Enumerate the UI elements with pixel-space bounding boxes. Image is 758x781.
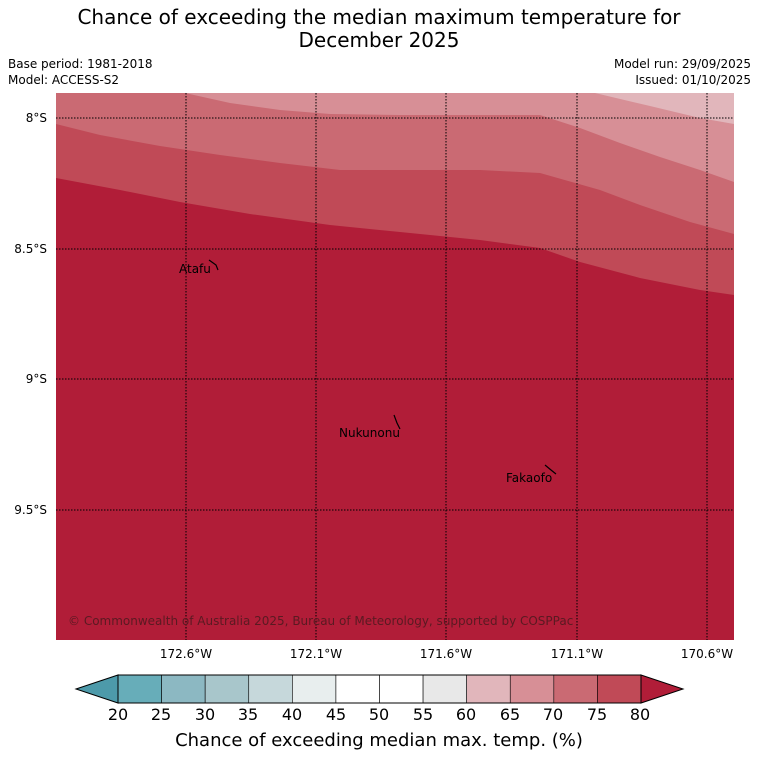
colorbar-tick-70: 70 [542,705,564,724]
place-label-nukunonu: Nukunonu [339,426,400,440]
colorbar-under-triangle [74,674,119,704]
colorbar-box-35-40 [248,674,293,704]
colorbar-box-20-25 [117,674,162,704]
colorbar-tick-40: 40 [281,705,303,724]
colorbar-tick-20: 20 [107,705,129,724]
lon-label-171-1: 171.1°W [550,647,604,661]
title-line-2: December 2025 [298,28,460,52]
band-65-70 [56,93,734,182]
colorbar-over-triangle [640,674,685,704]
colorbar-box-45-50 [335,674,380,704]
fakaofo-island-shape [544,464,557,475]
colorbar-outline [117,674,642,704]
colorbar-box-50-55 [379,674,424,704]
colorbar-tick-30: 30 [194,705,216,724]
colorbar-tick-45: 45 [325,705,347,724]
colorbar-tick-35: 35 [237,705,259,724]
band-70-75 [56,93,734,234]
islands [208,259,557,475]
band-60-65 [595,93,734,124]
meta-left: Base period: 1981-2018 Model: ACCESS-S2 [8,56,153,88]
colorbar-box-60-65 [466,674,511,704]
colorbar-tick-25: 25 [150,705,172,724]
issued-date: Issued: 01/10/2025 [635,73,751,87]
model-run: Model run: 29/09/2025 [613,57,751,71]
lat-label-8: 8°S [25,111,47,125]
base-period: Base period: 1981-2018 [8,57,153,71]
colorbar-tick-75: 75 [586,705,608,724]
grid-lines [56,93,734,640]
colorbar-box-70-75 [553,674,598,704]
colorbar-boxes [117,674,642,704]
colorbar-tick-80: 80 [629,705,651,724]
lat-label-8-5: 8.5°S [14,242,47,256]
colorbar-box-55-60 [422,674,467,704]
meta-right: Model run: 29/09/2025 Issued: 01/10/2025 [614,56,751,88]
colorbar-tick-55: 55 [412,705,434,724]
colorbar-title: Chance of exceeding median max. temp. (%… [175,730,583,751]
lon-label-172-1: 172.1°W [289,647,343,661]
colorbar-box-40-45 [292,674,337,704]
colorbar-box-75-80 [597,674,642,704]
nukunonu-island-shape [393,414,401,430]
model-name: Model: ACCESS-S2 [8,73,120,87]
copyright-notice: © Commonwealth of Australia 2025, Bureau… [68,614,574,628]
colorbar-tick-50: 50 [368,705,390,724]
lat-label-9: 9°S [25,372,47,386]
colorbar-box-65-70 [509,674,555,704]
colorbar [74,674,685,704]
lon-label-171-6: 171.6°W [419,647,473,661]
lat-label-9-5: 9.5°S [14,503,47,517]
title-line-1: Chance of exceeding the median maximum t… [77,5,681,29]
place-label-atafu: Atafu [179,262,211,276]
colorbar-tick-65: 65 [499,705,521,724]
atafu-island-shape [208,259,219,271]
colorbar-tick-60: 60 [455,705,477,724]
map-title: Chance of exceeding the median maximum t… [0,6,758,52]
colorbar-box-25-30 [161,674,206,704]
lon-label-172-6: 172.6°W [159,647,213,661]
lon-label-170-6: 170.6°W [680,647,734,661]
colorbar-box-30-35 [204,674,250,704]
place-label-fakaofo: Fakaofo [506,471,553,485]
